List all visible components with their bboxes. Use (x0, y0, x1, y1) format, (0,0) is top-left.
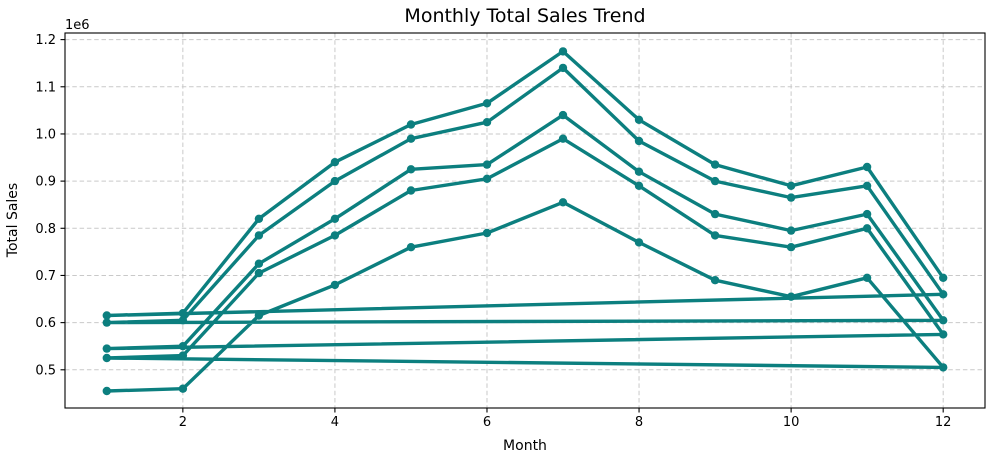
data-point-marker (254, 231, 264, 240)
data-point-marker (786, 292, 796, 301)
grid-lines (65, 33, 985, 408)
data-point-marker (862, 181, 872, 190)
data-point-marker (862, 273, 872, 282)
data-point-marker (939, 363, 948, 372)
data-point-marker (939, 273, 948, 282)
data-point-marker (330, 280, 340, 290)
y-tick-label: 1.2 (35, 33, 56, 48)
x-tick-label: 2 (179, 415, 187, 430)
data-point-marker (102, 311, 112, 320)
data-point-marker (254, 311, 264, 320)
data-point-marker (178, 316, 188, 325)
y-tick-label: 1.1 (35, 80, 56, 95)
data-point-marker (330, 176, 340, 186)
data-point-marker (254, 259, 264, 268)
y-tick-label: 0.6 (35, 316, 56, 331)
data-point-marker (102, 318, 112, 327)
x-tick-label: 10 (783, 415, 800, 430)
data-point-marker (558, 110, 568, 120)
data-point-marker (558, 134, 568, 143)
data-point-marker (406, 120, 416, 129)
data-point-marker (710, 160, 720, 169)
data-point-marker (330, 214, 340, 223)
y-tick-label: 0.9 (35, 175, 56, 190)
data-point-marker (862, 162, 872, 172)
data-point-marker (862, 224, 872, 233)
data-point-marker (330, 158, 340, 167)
data-point-marker (482, 99, 492, 108)
data-point-marker (482, 118, 492, 127)
chart-title: Monthly Total Sales Trend (404, 5, 645, 27)
data-point-marker (634, 136, 644, 146)
data-point-marker (482, 160, 492, 169)
data-point-marker (558, 47, 568, 56)
y-axis-label: Total Sales (5, 183, 21, 258)
data-point-marker (330, 231, 340, 240)
data-point-marker (482, 174, 492, 183)
data-point-marker (558, 63, 568, 73)
data-point-marker (254, 214, 264, 223)
y-tick-label: 1.0 (35, 127, 56, 142)
y-tick-label: 0.5 (35, 363, 56, 378)
data-point-marker (939, 290, 948, 299)
data-point-marker (406, 186, 416, 195)
axis-ticks: 0.5 0.6 0.7 0.8 0.9 1.0 1.1 1.2 2 4 6 8 10 12 (35, 33, 951, 430)
data-point-marker (939, 316, 948, 325)
data-point-marker (710, 276, 720, 285)
x-tick-label: 12 (935, 415, 952, 430)
x-axis-label: Month (503, 438, 547, 454)
y-tick-label: 0.8 (35, 222, 56, 237)
sales-trend-line (102, 47, 948, 396)
data-point-marker (786, 181, 796, 190)
data-point-marker (102, 386, 112, 396)
data-point-marker (558, 198, 568, 207)
x-tick-label: 8 (635, 415, 643, 430)
data-point-marker (710, 176, 720, 186)
data-point-marker (710, 231, 720, 240)
data-point-marker (406, 243, 416, 252)
data-point-marker (406, 165, 416, 174)
data-point-marker (634, 238, 644, 247)
y-axis-offset-text: 1e6 (65, 18, 90, 33)
data-point-marker (634, 115, 644, 125)
data-point-marker (634, 167, 644, 176)
data-point-marker (178, 351, 188, 360)
data-point-marker (939, 330, 948, 339)
x-tick-label: 6 (483, 415, 491, 430)
axes-frame (64, 32, 986, 409)
data-point-marker (634, 181, 644, 190)
plot-border (64, 32, 986, 409)
x-tick-label: 4 (331, 415, 339, 430)
data-point-marker (786, 226, 796, 235)
data-point-marker (178, 309, 188, 318)
data-point-marker (786, 193, 796, 202)
trend-polyline (105, 49, 945, 393)
data-point-marker (862, 209, 872, 219)
data-point-marker (178, 384, 188, 393)
data-point-marker (178, 342, 188, 351)
y-tick-label: 0.7 (35, 269, 56, 284)
data-point-marker (710, 209, 720, 219)
data-point-marker (482, 228, 492, 238)
data-point-marker (102, 344, 112, 353)
data-point-marker (786, 243, 796, 252)
data-point-marker (102, 353, 112, 363)
data-point-marker (406, 134, 416, 143)
data-point-marker (254, 268, 264, 278)
